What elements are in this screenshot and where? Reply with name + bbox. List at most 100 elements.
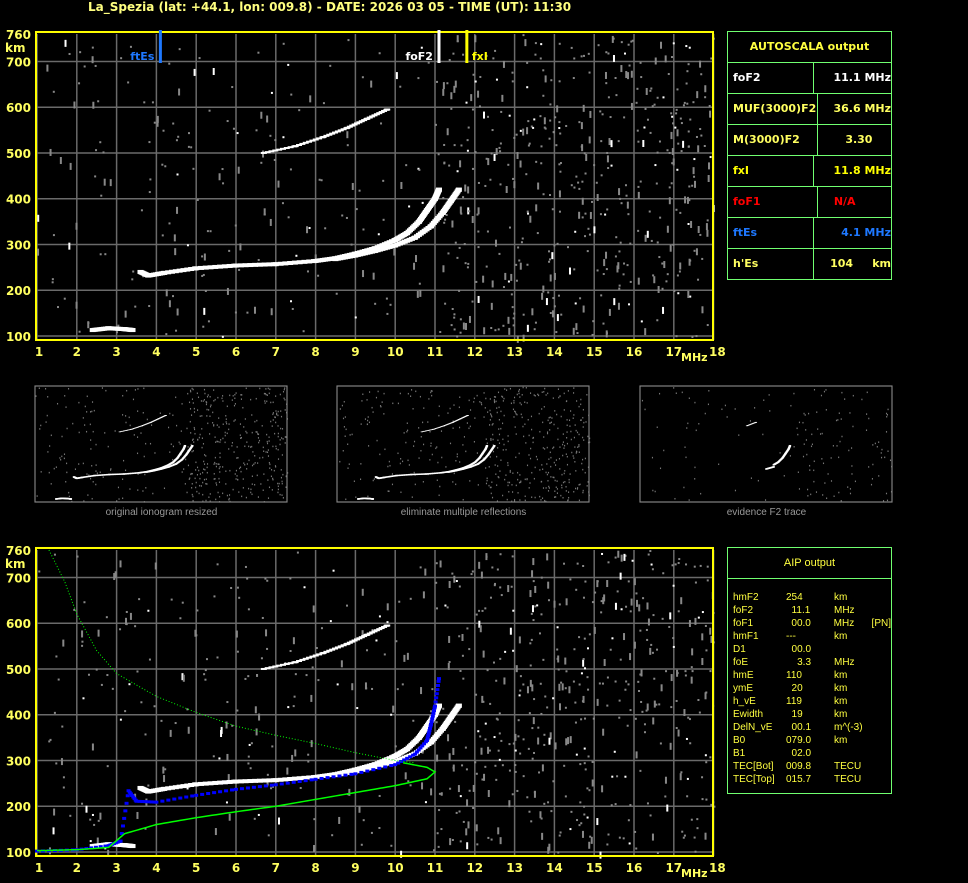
noise-point [534,53,537,56]
noise-point [824,482,826,484]
noise-point [537,393,539,396]
trace-point [443,424,447,426]
noise-point [531,605,534,613]
trace-point [117,473,120,475]
noise-point [549,416,551,419]
noise-point [389,464,391,467]
noise-point [768,394,770,396]
noise-point [559,446,561,448]
noise-point [617,302,620,310]
trace-point [260,151,267,154]
noise-point [209,230,212,233]
noise-point [444,302,447,305]
trace-point [312,654,319,657]
noise-point [558,42,561,45]
noise-point [639,769,642,772]
trace-point [154,419,157,421]
noise-point [870,483,873,486]
noise-point [518,636,521,644]
noise-point [649,131,652,134]
noise-point [885,492,888,495]
aip-cell: MHz [834,605,855,616]
trace-point [437,427,440,428]
noise-point [431,688,434,691]
noise-point [215,463,217,465]
trace-point [160,416,164,418]
noise-point [477,730,480,733]
noise-point [151,101,154,104]
param-name: M(3000)F2 [728,125,818,155]
noise-point [172,122,175,125]
noise-point [192,438,194,441]
trace-point [83,476,86,478]
param-name: foF1 [728,187,818,217]
noise-point [522,128,525,136]
noise-point [566,431,568,433]
trace-point [144,424,147,425]
noise-point [574,230,577,233]
noise-point [614,803,617,806]
noise-point [390,713,393,716]
noise-point [517,478,519,481]
noise-point [383,413,385,415]
noise-point [686,427,688,429]
noise-point [539,430,541,433]
noise-point [199,415,201,417]
noise-point [186,787,189,790]
trace-point [118,431,121,433]
noise-point [267,449,269,451]
noise-point [38,387,40,390]
noise-point [554,410,556,412]
noise-point [272,477,274,480]
fit-point [126,789,131,793]
fit-point [119,832,124,836]
noise-point [68,491,70,494]
fit-point [257,785,262,789]
noise-point [852,394,854,397]
noise-point [451,838,454,841]
noise-point [455,483,457,486]
noise-point [459,669,462,672]
noise-point [676,129,679,137]
noise-point [500,410,502,413]
noise-point [245,387,247,390]
noise-point [459,318,462,321]
noise-point [447,412,449,414]
noise-point [618,250,621,253]
noise-point [639,673,642,676]
noise-point [277,180,280,188]
noise-point [217,396,219,399]
noise-point [705,223,708,231]
noise-point [458,635,461,638]
noise-point [667,73,670,76]
noise-point [886,415,888,418]
noise-point [225,421,227,423]
noise-point [679,211,682,214]
aip-row: foE 3.3 MHz [728,656,891,669]
fit-point [429,722,434,726]
noise-point [263,208,266,216]
noise-point [499,657,502,660]
fit-point [434,696,439,700]
noise-point [490,439,492,441]
noise-point [347,39,350,42]
noise-point [422,591,425,599]
noise-point [709,670,712,673]
noise-point [575,588,578,591]
noise-point [162,766,165,774]
aip-cell: 119 [786,696,802,707]
noise-point [553,244,556,247]
trace-point [252,262,259,267]
noise-point [540,145,543,148]
noise-point [176,424,178,427]
noise-point [187,464,190,467]
noise-point [208,109,211,112]
trace-point [323,134,330,137]
trace-point [384,624,391,627]
noise-point [500,110,503,113]
noise-point [174,248,177,256]
noise-point [49,445,51,447]
trace-point [135,427,138,428]
noise-point [440,828,443,831]
trace-point [90,475,93,477]
